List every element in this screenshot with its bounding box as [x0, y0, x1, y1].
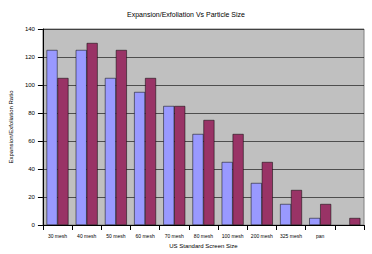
svg-text:325 mesh: 325 mesh: [280, 233, 302, 239]
svg-text:100 mesh: 100 mesh: [222, 233, 244, 239]
svg-text:80 mesh: 80 mesh: [194, 233, 213, 239]
svg-text:50 mesh: 50 mesh: [106, 233, 125, 239]
svg-text:0: 0: [32, 222, 36, 228]
svg-text:40 mesh: 40 mesh: [77, 233, 96, 239]
svg-text:140: 140: [25, 26, 36, 32]
svg-text:30 mesh: 30 mesh: [48, 233, 67, 239]
svg-text:20: 20: [28, 194, 35, 200]
svg-text:pan: pan: [316, 233, 325, 239]
svg-text:80: 80: [28, 110, 35, 116]
svg-text:40: 40: [28, 166, 35, 172]
svg-text:100: 100: [25, 82, 36, 88]
svg-text:120: 120: [25, 54, 36, 60]
svg-text:60: 60: [28, 138, 35, 144]
svg-text:US Standard Screen Size: US Standard Screen Size: [169, 243, 238, 249]
svg-text:200 mesh: 200 mesh: [251, 233, 273, 239]
svg-text:Expansion/Exfoliation Vs Parti: Expansion/Exfoliation Vs Particle Size: [127, 11, 245, 19]
svg-text:Expansion/Exfoliation Ratio: Expansion/Exfoliation Ratio: [8, 90, 14, 164]
svg-text:70 mesh: 70 mesh: [165, 233, 184, 239]
svg-text:60 mesh: 60 mesh: [135, 233, 154, 239]
